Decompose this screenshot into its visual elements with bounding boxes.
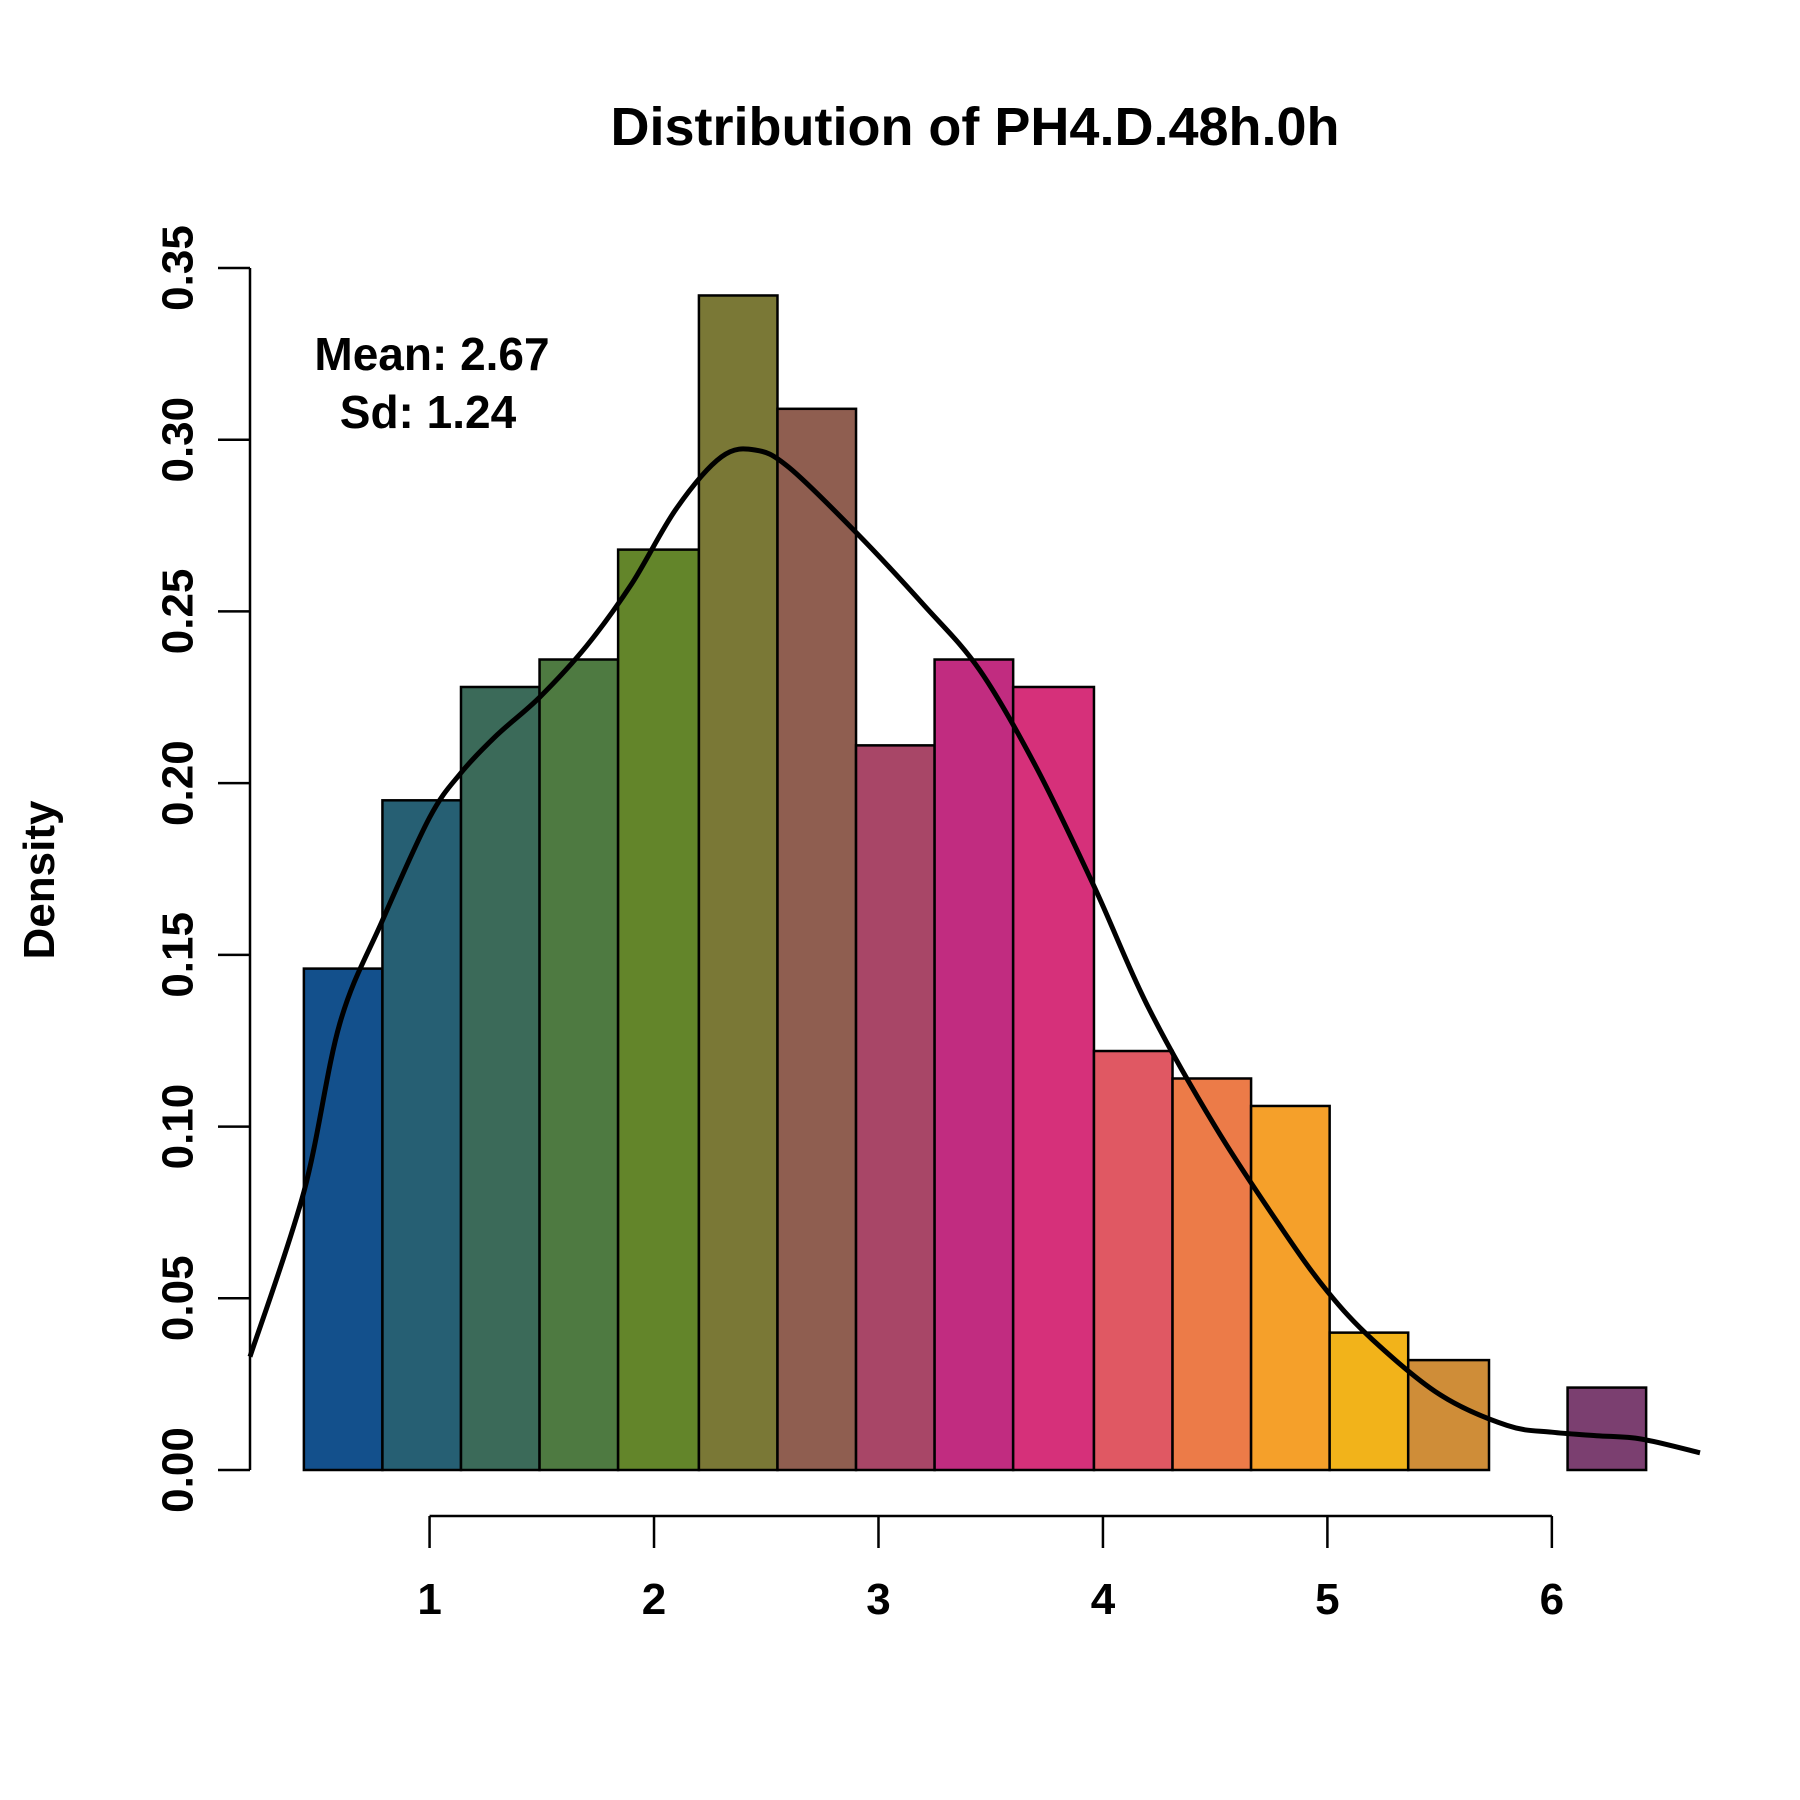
histogram-bars bbox=[302, 294, 1648, 1472]
x-tick-label: 4 bbox=[1091, 1575, 1116, 1624]
y-axis-title: Density bbox=[15, 800, 64, 959]
histogram-bar-6 bbox=[697, 294, 779, 1472]
y-axis: 0.00 0.05 0.10 0.15 0.20 0.25 0.30 0.35 bbox=[154, 225, 252, 1513]
histogram-bar-11 bbox=[1092, 1049, 1174, 1472]
histogram-bar-17 bbox=[1566, 1386, 1648, 1472]
y-tick-label: 0.25 bbox=[154, 569, 203, 655]
y-tick-label: 0.20 bbox=[154, 740, 203, 826]
x-tick-label: 3 bbox=[866, 1575, 890, 1624]
y-tick-label: 0.05 bbox=[154, 1255, 203, 1341]
y-tick-label: 0.35 bbox=[154, 225, 203, 311]
x-tick-label: 6 bbox=[1540, 1575, 1564, 1624]
histogram-bar-13 bbox=[1249, 1104, 1331, 1472]
histogram-bar-1 bbox=[302, 967, 384, 1472]
histogram-bar-12 bbox=[1171, 1077, 1253, 1472]
y-tick-label: 0.00 bbox=[154, 1427, 203, 1513]
x-tick-label: 2 bbox=[642, 1575, 666, 1624]
histogram-bar-8 bbox=[854, 744, 936, 1472]
density-curve bbox=[247, 446, 1701, 1456]
x-tick-label: 5 bbox=[1315, 1575, 1339, 1624]
sd-annotation: Sd: 1.24 bbox=[340, 386, 517, 438]
histogram-bar-3 bbox=[459, 685, 541, 1472]
histogram-bar-4 bbox=[538, 658, 620, 1472]
mean-annotation: Mean: 2.67 bbox=[314, 328, 549, 380]
histogram-bar-7 bbox=[776, 407, 858, 1472]
x-axis: 1 2 3 4 5 6 bbox=[417, 1514, 1564, 1624]
y-tick-label: 0.30 bbox=[154, 397, 203, 483]
histogram-bar-5 bbox=[616, 548, 701, 1472]
histogram-bar-10 bbox=[1011, 685, 1096, 1472]
histogram-bar-14 bbox=[1328, 1331, 1410, 1472]
histogram-bar-2 bbox=[381, 799, 463, 1472]
chart-title: Distribution of PH4.D.48h.0h bbox=[610, 97, 1339, 157]
y-tick-label: 0.10 bbox=[154, 1084, 203, 1170]
x-tick-label: 1 bbox=[417, 1575, 441, 1624]
y-tick-label: 0.15 bbox=[154, 912, 203, 998]
histogram-bar-9 bbox=[933, 658, 1015, 1472]
